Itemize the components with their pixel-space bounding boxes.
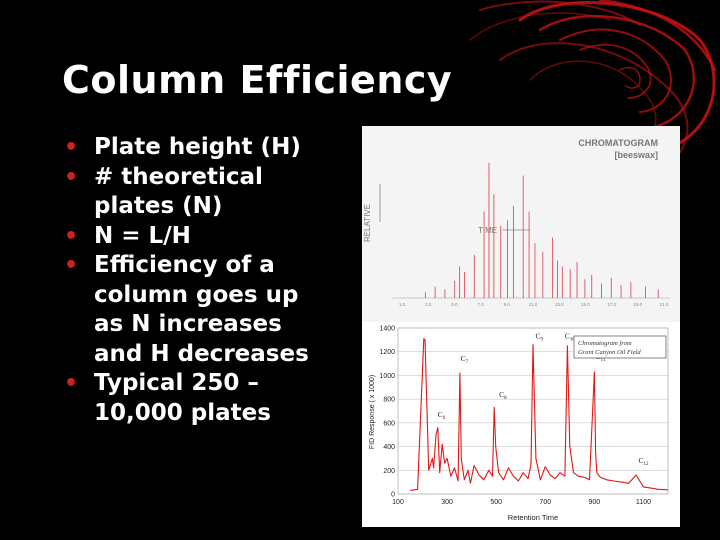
bullet-item: • Efficiency of a column goes up as N in…	[62, 251, 362, 369]
chart-title: CHROMATOGRAM	[578, 138, 658, 148]
bullet-icon: •	[64, 164, 79, 190]
beeswax-chromatogram: CHROMATOGRAM [beeswax] RELATIVE TIME 1.0…	[362, 126, 680, 324]
y-tick-label: 200	[383, 468, 395, 475]
x-tick-label: 900	[589, 499, 601, 506]
peak-label: C8	[499, 390, 507, 401]
y-tick-label: 600	[383, 420, 395, 427]
peak-label: C7	[461, 354, 469, 365]
bullet-item: • N = L/H	[62, 222, 362, 252]
x-axis-label: TIME	[478, 226, 497, 235]
y-tick-label: 1400	[379, 326, 395, 333]
bullet-item: • Typical 250 – 10,000 plates	[62, 369, 362, 428]
x-tick-label: 7.0	[477, 302, 484, 307]
x-tick-label: 500	[490, 499, 502, 506]
bullet-text: and H decreases	[94, 340, 309, 367]
y-axis-label: RELATIVE	[363, 204, 372, 242]
bullet-icon: •	[64, 223, 79, 249]
peak-label: C9	[535, 332, 543, 343]
x-tick-label: 300	[441, 499, 453, 506]
x-tick-label: 19.0	[633, 302, 642, 307]
x-tick-label: 1100	[636, 499, 651, 506]
bullet-text: Efficiency of a	[94, 252, 275, 278]
legend-text-line2: Grant Canyon Oil Field	[578, 349, 641, 356]
y-tick-label: 400	[383, 444, 395, 451]
bullet-list: • Plate height (H) • # theoretical plate…	[62, 133, 362, 428]
y-axis-label: FID Response ( x 1000)	[369, 375, 376, 449]
legend-text-line1: Chromatogram from	[578, 340, 632, 347]
bullet-icon: •	[64, 253, 79, 278]
x-tick-label: 1.0	[399, 302, 406, 307]
plot-area	[410, 338, 669, 491]
chart-background	[362, 126, 680, 324]
x-tick-label: 17.0	[607, 302, 616, 307]
x-tick-label: 9.0	[504, 302, 511, 307]
peak-label: C6	[438, 410, 446, 421]
legend-box	[573, 335, 667, 359]
x-tick-label: 700	[539, 499, 551, 506]
bullet-text: Typical 250 –	[94, 370, 259, 396]
bullet-text: 10,000 plates	[94, 399, 271, 426]
slide-title: Column Efficiency	[62, 58, 453, 102]
bullet-text: column goes up	[94, 281, 299, 308]
x-tick-labels: 100 300 500 700 900 1100	[392, 499, 651, 506]
bullet-item: • # theoretical plates (N)	[62, 163, 362, 222]
bullet-text: plates (N)	[94, 193, 223, 219]
series-line	[410, 338, 669, 491]
plot-area	[392, 162, 670, 299]
x-axis-label: Retention Time	[508, 513, 558, 522]
bullet-text: # theoretical	[94, 163, 263, 190]
y-tick-label: 1000	[379, 373, 395, 380]
x-tick-label: 11.0	[529, 302, 538, 307]
bullet-text: Plate height (H)	[94, 134, 301, 160]
bullet-text: N = L/H	[94, 222, 191, 249]
y-tick-label: 1200	[379, 349, 395, 356]
x-tick-label: 13.0	[555, 302, 564, 307]
y-tick-label: 800	[383, 397, 395, 404]
peak-label: C10	[565, 332, 576, 343]
y-tick-label: 0	[391, 492, 395, 499]
bullet-icon: •	[64, 371, 79, 396]
oil-field-chromatogram: 0 200 400 600 800 1000 1200 1400 100 300 500 700 90…	[362, 322, 680, 527]
bullet-text: as N increases	[94, 311, 282, 337]
x-tick-label: 5.0	[451, 302, 458, 307]
x-tick-label: 21.0	[660, 302, 669, 307]
bullet-item: • Plate height (H)	[62, 133, 362, 163]
x-tick-label: 3.0	[425, 302, 432, 307]
bullet-icon: •	[64, 135, 79, 160]
peak-label: C12	[639, 456, 650, 467]
x-tick-label: 100	[392, 499, 404, 506]
x-tick-labels: 1.0 3.0 5.0 7.0 9.0 11.0 13.0 15.0 17.0 19.0 21.0	[399, 302, 669, 307]
y-tick-labels: 0 200 400 600 800 1000 1200 1400	[379, 326, 395, 499]
x-tick-label: 15.0	[581, 302, 590, 307]
chart-subtitle: [beeswax]	[614, 150, 658, 160]
